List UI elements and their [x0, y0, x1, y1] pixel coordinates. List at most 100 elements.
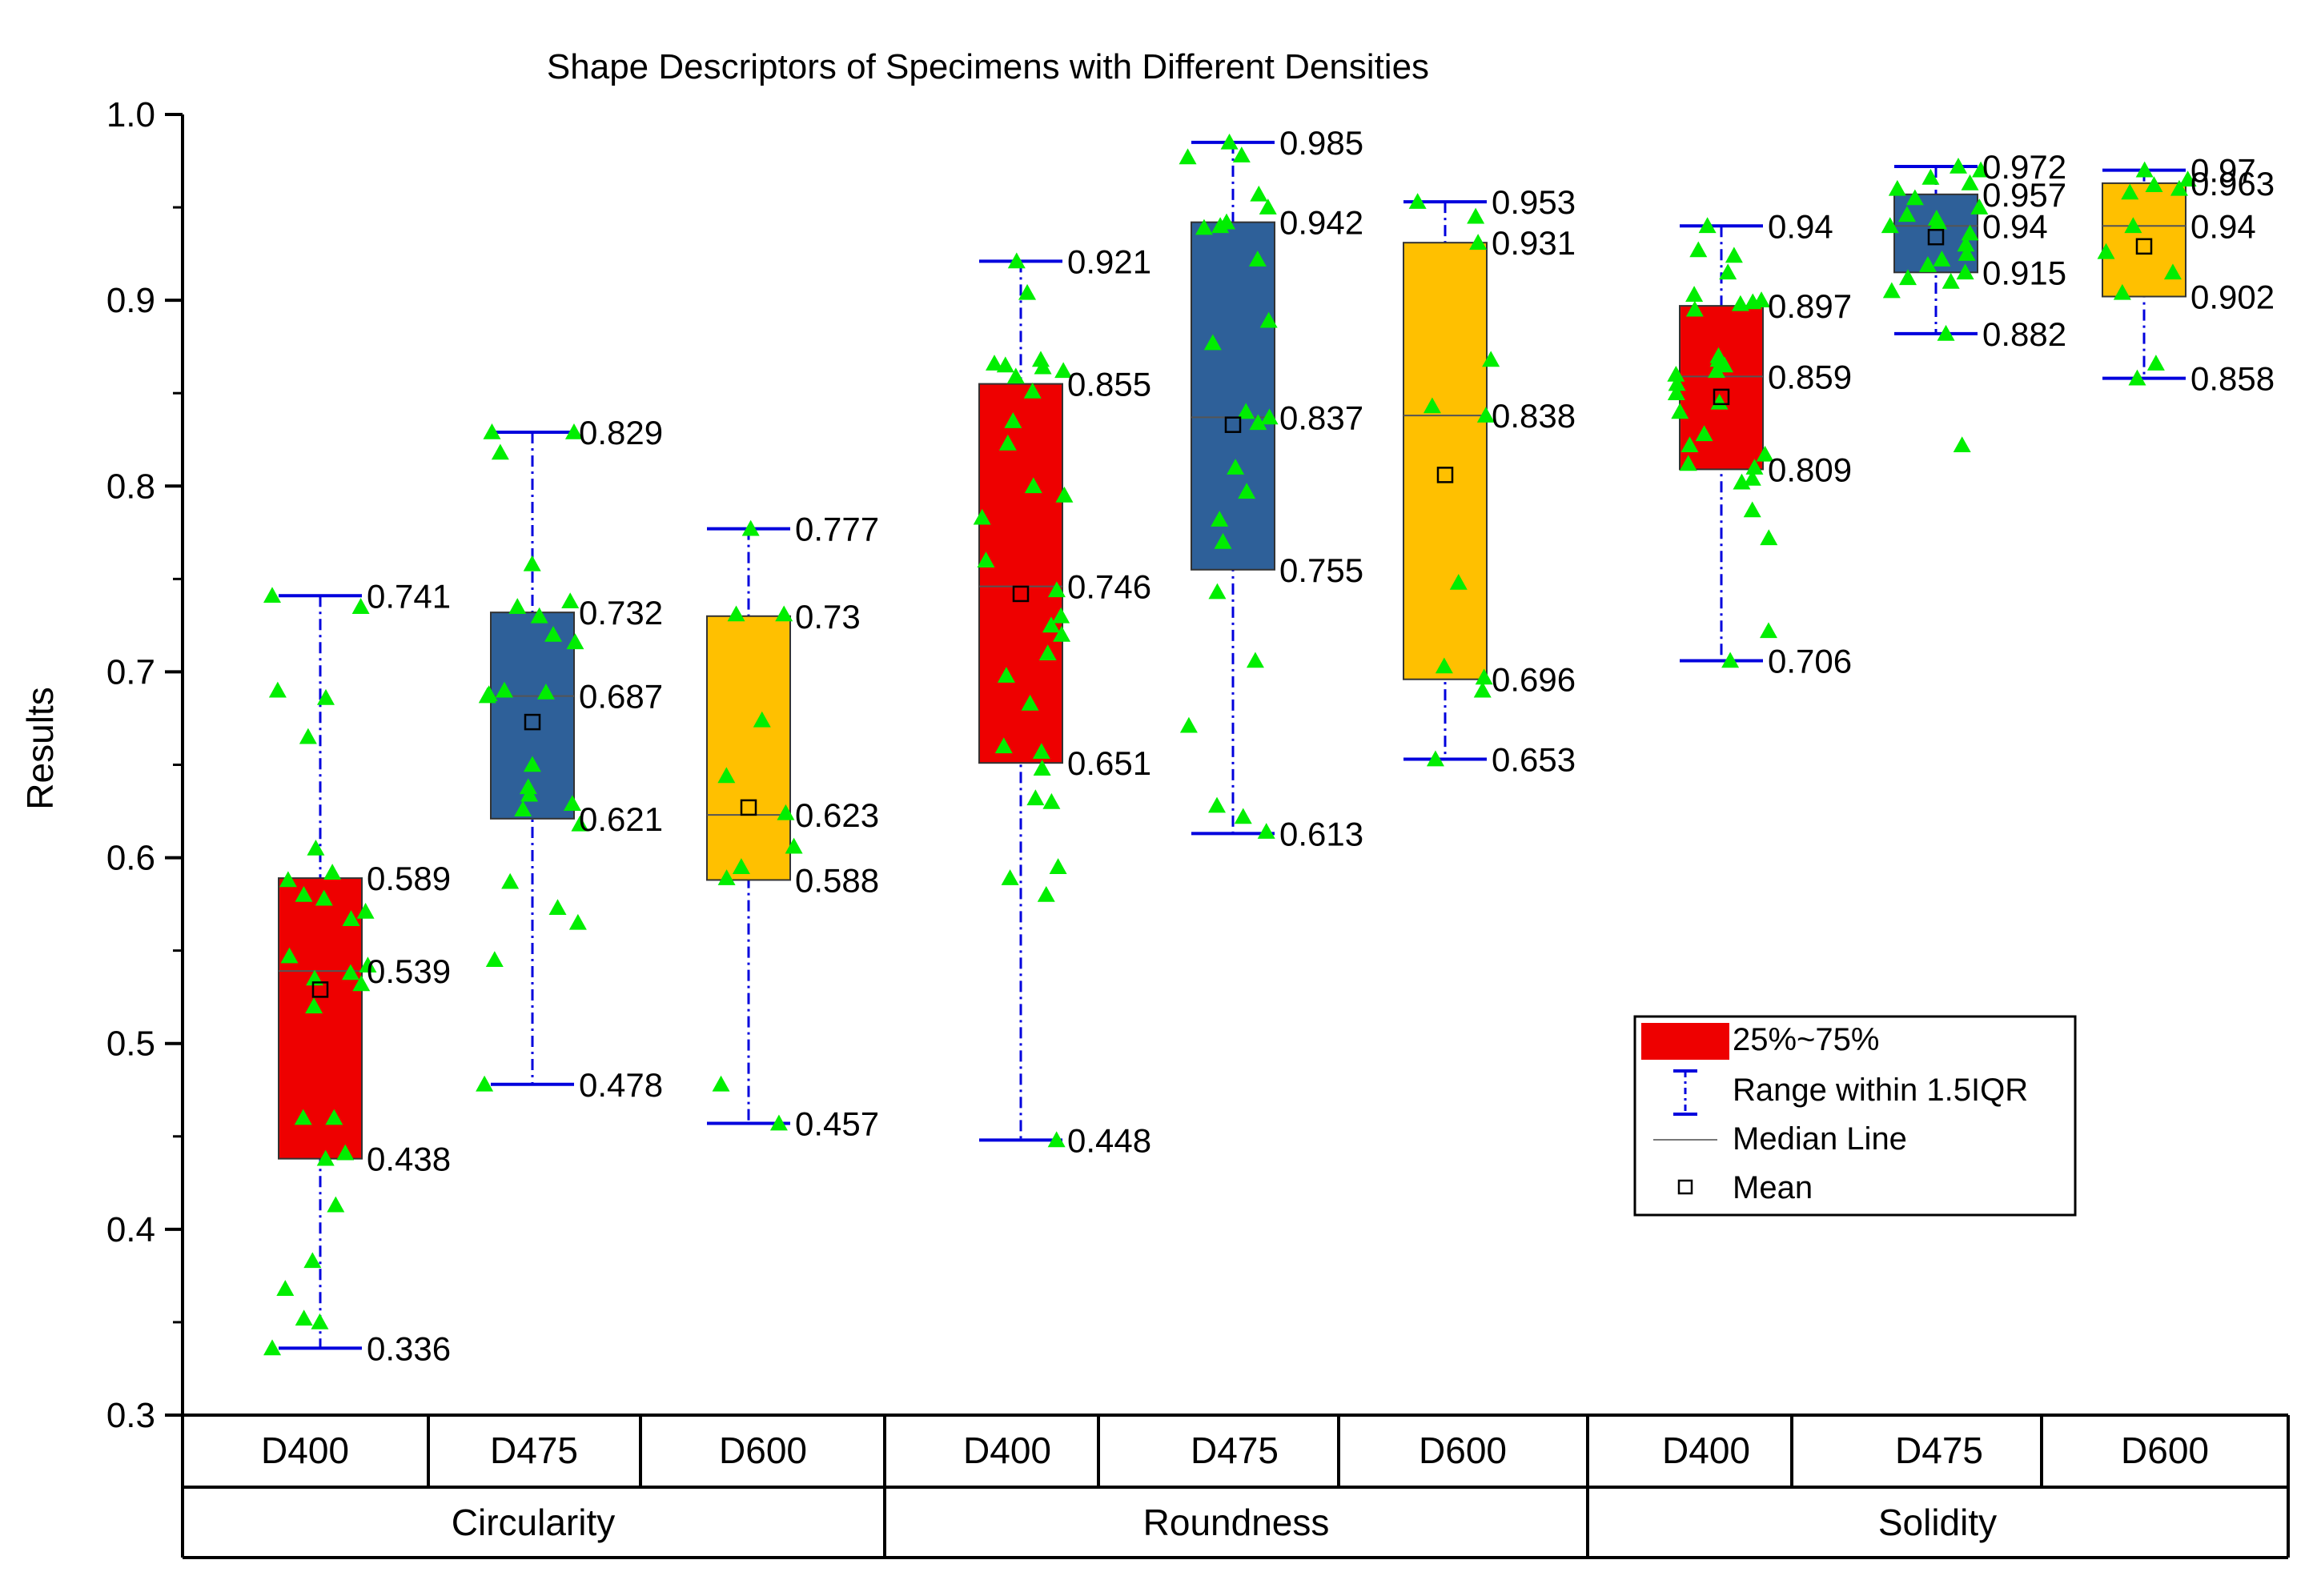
data-point [307, 839, 325, 856]
data-point [564, 423, 583, 439]
data-point [1055, 486, 1074, 503]
legend-box-swatch [1641, 1023, 1729, 1060]
y-tick-label: 0.7 [106, 652, 155, 692]
data-point [303, 1252, 322, 1269]
label-q1: 0.902 [2190, 279, 2275, 316]
legend-mean-icon [1677, 1179, 1693, 1195]
data-point [1942, 272, 1960, 289]
data-point [1667, 384, 1685, 401]
data-point [268, 681, 287, 698]
data-point [2170, 179, 2188, 196]
data-point [1179, 716, 1198, 733]
data-point [732, 858, 750, 874]
data-point [485, 951, 504, 968]
label-median: 0.837 [1279, 399, 1363, 436]
data-point [1426, 750, 1444, 767]
data-point [544, 626, 563, 642]
data-point [727, 605, 745, 622]
label-q3: 0.931 [1492, 224, 1576, 262]
data-point [323, 864, 342, 880]
data-point [2163, 263, 2182, 280]
data-point [2124, 217, 2142, 234]
label-max: 0.777 [795, 511, 879, 548]
legend-range-icon [1673, 1069, 1697, 1116]
label-max: 0.985 [1279, 124, 1363, 162]
data-point [996, 356, 1014, 373]
data-point [785, 837, 803, 854]
y-tick-label: 1.0 [106, 95, 155, 134]
data-point [1689, 241, 1708, 258]
data-point [1237, 403, 1255, 419]
data-point [986, 355, 1004, 371]
data-point [1211, 217, 1230, 234]
data-point [2135, 161, 2154, 178]
data-point [359, 956, 377, 973]
label-median: 0.539 [367, 952, 451, 990]
subcategory-label: D475 [1191, 1430, 1279, 1471]
data-point [295, 886, 313, 902]
data-point [1021, 694, 1039, 711]
iqr-box [706, 615, 791, 881]
mean-marker [1012, 585, 1030, 603]
plot-area: 0.741 0.589 0.539 0.438 0.336 0.829 0.732 0.687… [263, 124, 2275, 1367]
group-label: Circularity [452, 1502, 615, 1543]
label-max: 0.829 [579, 414, 663, 451]
legend-median-label: Median Line [1733, 1121, 1907, 1157]
data-point [476, 1075, 494, 1092]
label-q3: 0.589 [367, 860, 451, 897]
y-tick-label: 0.4 [106, 1210, 155, 1249]
data-point [571, 815, 589, 832]
group-label: Solidity [1878, 1502, 1997, 1543]
data-point [1007, 252, 1026, 269]
label-min: 0.858 [2190, 360, 2275, 398]
data-point [1211, 511, 1229, 527]
data-point [1695, 425, 1713, 442]
data-point [508, 598, 527, 614]
data-point [717, 767, 736, 784]
label-min: 0.706 [1768, 643, 1852, 680]
mean-marker [2135, 238, 2153, 255]
data-point [1473, 681, 1492, 698]
data-point [519, 778, 537, 795]
label-median: 0.746 [1067, 568, 1151, 606]
data-point [325, 1109, 343, 1125]
data-point [299, 728, 317, 744]
data-point [1882, 282, 1901, 299]
iqr-box [978, 383, 1063, 764]
label-q3: 0.957 [1982, 176, 2066, 214]
subcategory-label: D400 [1662, 1430, 1750, 1471]
y-tick-label: 0.3 [106, 1396, 155, 1435]
data-point [777, 804, 795, 820]
data-point [1721, 652, 1740, 668]
mean-marker [740, 799, 757, 816]
data-point [1957, 235, 1975, 252]
data-point [1052, 607, 1070, 624]
data-point [1899, 269, 1917, 286]
data-point [523, 756, 541, 772]
data-point [1053, 626, 1071, 642]
y-tick-label: 0.5 [106, 1025, 155, 1064]
data-point [1929, 213, 1948, 230]
data-point [351, 598, 370, 614]
data-point [1745, 459, 1764, 475]
iqr-box [1679, 305, 1764, 471]
data-point [478, 687, 496, 704]
data-point [1435, 657, 1453, 674]
data-point [342, 910, 360, 926]
box-solidity-d600: 0.970.963 0.94 0.902 0.858 [2097, 152, 2275, 398]
box-circularity-d400: 0.741 0.589 0.539 0.438 0.336 [263, 577, 451, 1367]
data-point [1049, 858, 1067, 874]
data-point [563, 795, 581, 812]
data-point [2097, 243, 2115, 259]
data-point [483, 423, 501, 439]
data-point [712, 1075, 730, 1092]
data-point [753, 711, 771, 728]
data-point [1260, 408, 1279, 425]
iqr-box [1403, 242, 1488, 680]
data-point [263, 1339, 282, 1356]
data-point [1026, 789, 1045, 806]
data-point [536, 683, 555, 700]
data-point [1961, 174, 1979, 190]
data-point [568, 913, 587, 930]
